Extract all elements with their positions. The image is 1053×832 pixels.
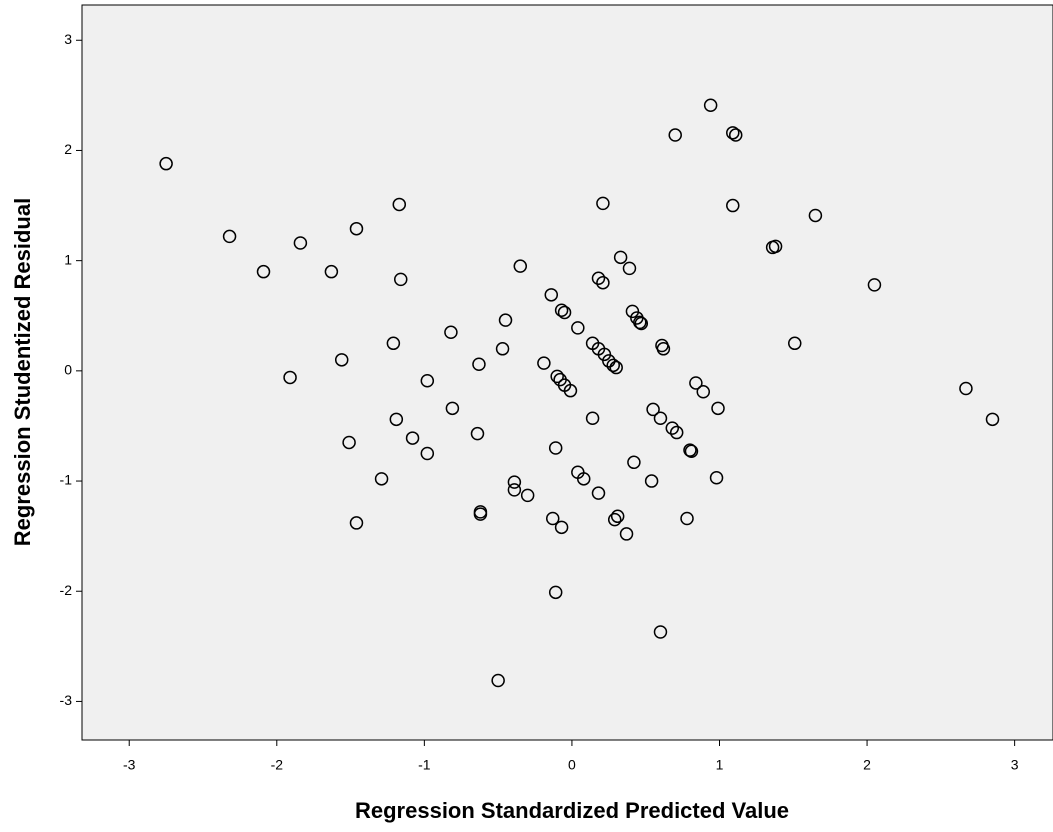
x-tick-label: 0	[568, 757, 576, 773]
x-tick-label: -2	[271, 757, 284, 773]
x-tick-label: 2	[863, 757, 871, 773]
y-tick-label: -1	[60, 472, 73, 488]
x-axis-label: Regression Standardized Predicted Value	[355, 798, 789, 823]
y-tick-label: 0	[64, 362, 72, 378]
x-tick-label: 1	[716, 757, 724, 773]
y-tick-label: 3	[64, 31, 72, 47]
y-tick-label: -3	[60, 692, 73, 708]
y-axis-label: Regression Studentized Residual	[10, 198, 35, 546]
chart: Regression Standardized Predicted Value …	[0, 0, 1053, 832]
plot-area	[82, 5, 1053, 740]
page: Regression Standardized Predicted Value …	[0, 0, 1053, 832]
y-tick-label: -2	[60, 582, 73, 598]
x-tick-label: -3	[123, 757, 136, 773]
x-tick-label: 3	[1011, 757, 1019, 773]
y-tick-label: 2	[64, 141, 72, 157]
y-tick-label: 1	[64, 251, 72, 267]
x-tick-label: -1	[418, 757, 431, 773]
